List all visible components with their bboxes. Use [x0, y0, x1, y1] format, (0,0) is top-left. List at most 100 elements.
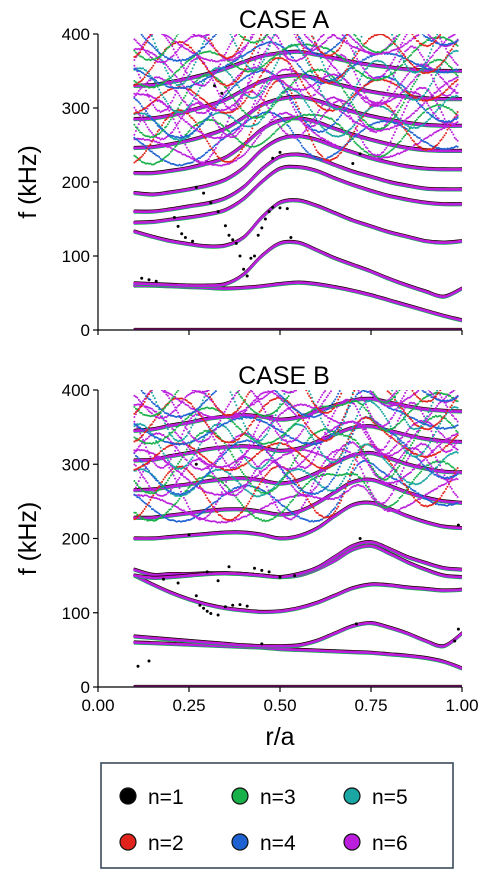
mode-point: [420, 68, 423, 71]
continuum-branch-4-line-1: [133, 167, 462, 225]
mode-point: [190, 104, 193, 107]
mode-point: [149, 94, 152, 97]
mode-point: [137, 101, 140, 104]
mode-point: [407, 56, 410, 59]
mode-point: [162, 138, 165, 141]
mode-point: [148, 128, 150, 131]
mode-point: [276, 35, 279, 38]
mode-point: [410, 54, 412, 56]
mode-point: [335, 100, 338, 103]
mode-point: [271, 77, 274, 80]
mode-point: [399, 54, 402, 57]
mode-point: [344, 113, 347, 116]
mode-point: [219, 95, 222, 98]
mode-point: [292, 56, 295, 59]
mode-point: [331, 118, 334, 121]
mode-point: [289, 53, 292, 56]
mode-point: [300, 51, 303, 54]
mode-point: [145, 94, 147, 96]
mode-point: [273, 116, 276, 119]
mode-point: [165, 155, 168, 158]
mode-point: [386, 108, 389, 111]
mode-point: [338, 99, 341, 102]
mode-point: [324, 40, 327, 43]
n1-point: [242, 267, 246, 271]
mode-point: [191, 49, 194, 52]
mode-point: [175, 137, 178, 140]
mode-point: [152, 152, 155, 155]
mode-point: [263, 64, 265, 67]
mode-point: [213, 119, 216, 121]
mode-point: [244, 143, 247, 146]
mode-point: [347, 61, 350, 64]
mode-point: [439, 90, 442, 92]
mode-point: [391, 119, 394, 121]
mode-point: [445, 47, 447, 50]
mode-point: [254, 84, 257, 87]
mode-point: [292, 101, 295, 104]
mode-point: [321, 104, 324, 107]
mode-point: [348, 64, 351, 66]
mode-point: [228, 134, 230, 137]
mode-point: [316, 91, 319, 94]
mode-point: [261, 111, 264, 114]
mode-point: [456, 78, 459, 81]
mode-point: [434, 91, 437, 94]
mode-point: [430, 36, 433, 39]
mode-point: [158, 55, 161, 58]
mode-point: [254, 115, 257, 118]
mode-point: [235, 156, 238, 159]
mode-point: [423, 102, 426, 105]
mode-point: [359, 83, 362, 86]
mode-point: [348, 114, 351, 117]
mode-point: [142, 46, 145, 49]
mode-point: [427, 135, 430, 138]
mode-point: [265, 104, 268, 107]
mode-point: [334, 152, 337, 155]
mode-point: [343, 104, 346, 107]
mode-point: [133, 161, 136, 164]
mode-point: [145, 106, 147, 109]
mode-point: [306, 129, 309, 132]
mode-point: [216, 123, 219, 126]
mode-point: [191, 157, 194, 160]
mode-point: [311, 66, 313, 69]
mode-point: [235, 106, 238, 109]
mode-point: [348, 128, 351, 131]
mode-point: [360, 138, 363, 141]
mode-point: [439, 106, 442, 109]
mode-point: [152, 119, 155, 122]
mode-point: [423, 108, 426, 110]
mode-point: [156, 130, 159, 133]
mode-point: [198, 157, 201, 160]
mode-point: [350, 151, 353, 154]
mode-point: [258, 109, 261, 112]
mode-point: [219, 122, 222, 125]
mode-point: [402, 38, 405, 41]
mode-point: [391, 155, 394, 158]
mode-point: [283, 123, 286, 126]
mode-point: [322, 127, 325, 130]
mode-point: [295, 136, 297, 139]
mode-point: [139, 159, 142, 162]
mode-point: [394, 125, 396, 127]
mode-point: [306, 52, 309, 55]
mode-point: [362, 122, 364, 125]
mode-point: [455, 62, 458, 65]
mode-point: [402, 78, 405, 81]
mode-point: [228, 116, 230, 119]
mode-point: [446, 122, 449, 125]
mode-point: [414, 66, 417, 69]
mode-point: [150, 131, 153, 134]
mode-point: [287, 62, 290, 65]
mode-point: [165, 48, 168, 51]
mode-point: [363, 111, 366, 114]
mode-point: [158, 125, 161, 128]
mode-point: [280, 116, 283, 119]
mode-point: [456, 121, 459, 123]
mode-point: [136, 92, 139, 95]
mode-point: [229, 133, 232, 136]
n1-point: [191, 239, 195, 243]
mode-point: [309, 109, 312, 111]
mode-point: [380, 99, 383, 102]
